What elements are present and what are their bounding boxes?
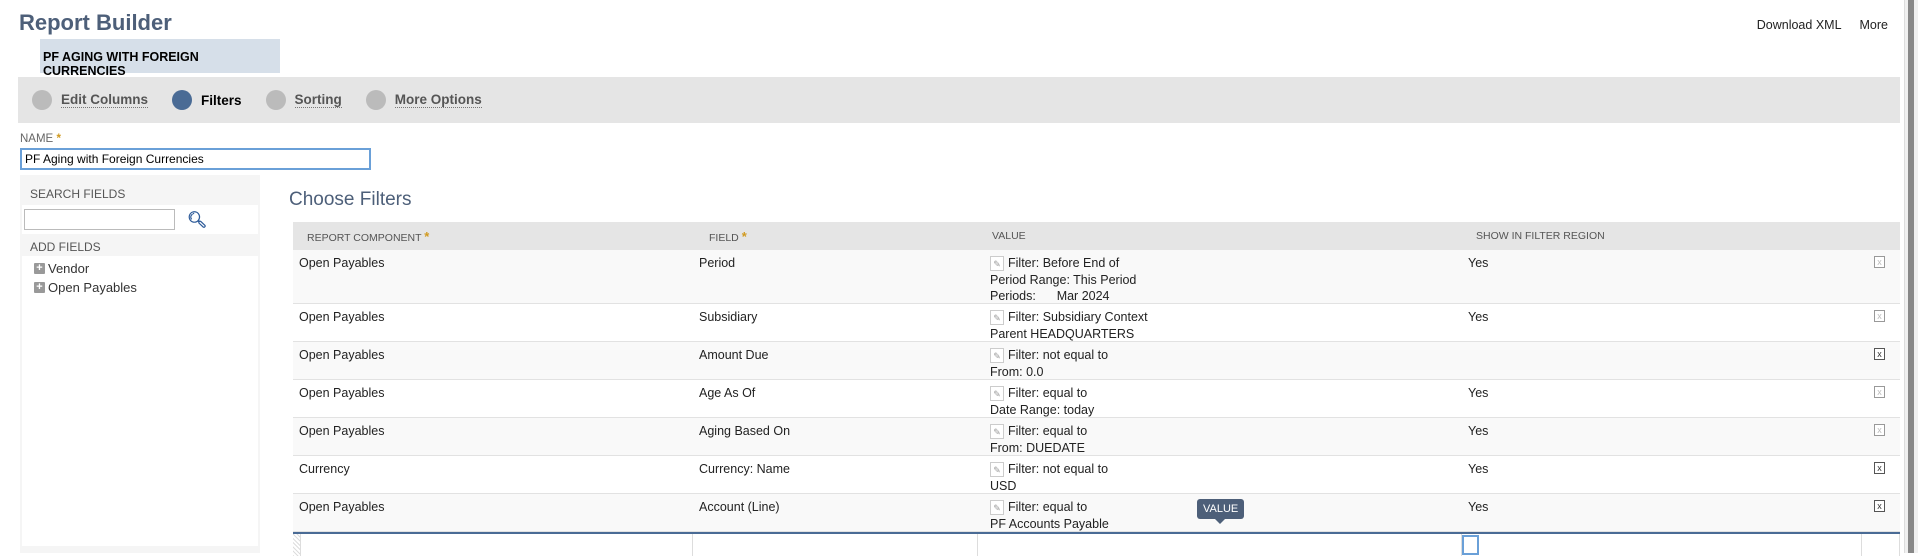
- wizard-steps: Edit Columns Filters Sorting More Options: [18, 77, 1900, 123]
- expand-plus-icon[interactable]: +: [34, 263, 45, 274]
- remove-filter-checkbox[interactable]: x: [1874, 424, 1885, 436]
- add-fields-label: ADD FIELDS: [30, 240, 101, 254]
- table-row: Open Payables Account (Line) ✎ Filter: eq…: [293, 494, 1900, 532]
- edit-filter-icon[interactable]: ✎: [990, 462, 1004, 477]
- download-xml-link[interactable]: Download XML: [1756, 18, 1842, 32]
- step-indicator-icon: [265, 90, 286, 110]
- new-filter-row[interactable]: [293, 532, 1900, 556]
- step-indicator-icon: [365, 90, 386, 110]
- table-header: REPORT COMPONENT * FIELD * VALUE SHOW IN…: [293, 222, 1900, 250]
- search-icon[interactable]: 🔍︎: [187, 211, 208, 229]
- report-name-banner: PF AGING WITH FOREIGN CURRENCIES: [40, 39, 280, 78]
- field-panel: SEARCH FIELDS 🔍︎ ADD FIELDS + Vendor + Open…: [20, 175, 260, 553]
- edit-filter-icon[interactable]: ✎: [990, 386, 1004, 401]
- step-indicator-icon: [172, 90, 192, 110]
- table-row: Open Payables Age As Of ✎ Filter: equal t…: [293, 380, 1900, 418]
- field-group-item[interactable]: + Open Payables: [22, 278, 258, 297]
- edit-filter-icon[interactable]: ✎: [990, 256, 1004, 271]
- edit-filter-icon[interactable]: ✎: [990, 424, 1004, 439]
- step-filters[interactable]: Filters: [172, 90, 242, 110]
- remove-filter-checkbox[interactable]: x: [1874, 310, 1885, 322]
- search-fields-input[interactable]: [24, 209, 175, 230]
- remove-filter-checkbox[interactable]: x: [1874, 256, 1885, 268]
- name-label: NAME *: [20, 133, 61, 145]
- step-indicator-icon: [32, 90, 52, 110]
- table-row: Open Payables Subsidiary ✎ Filter: Subsid…: [293, 304, 1900, 342]
- page-title: Report Builder: [19, 10, 172, 35]
- value-tooltip: VALUE: [1197, 499, 1245, 524]
- table-row: Open Payables Amount Due ✎ Filter: not eq…: [293, 342, 1900, 380]
- step-more-options[interactable]: More Options: [365, 90, 482, 110]
- more-menu[interactable]: More: [1859, 18, 1888, 32]
- section-title: Choose Filters: [289, 189, 412, 210]
- table-row: Open Payables Aging Based On ✎ Filter: eq…: [293, 418, 1900, 456]
- edit-filter-icon[interactable]: ✎: [990, 500, 1004, 515]
- table-row: Currency Currency: Name ✎ Filter: not equ…: [293, 456, 1900, 494]
- filters-table: REPORT COMPONENT * FIELD * VALUE SHOW IN…: [293, 222, 1900, 556]
- remove-filter-checkbox[interactable]: x: [1874, 386, 1885, 398]
- step-edit-columns[interactable]: Edit Columns: [32, 90, 148, 110]
- step-sorting[interactable]: Sorting: [265, 90, 342, 110]
- search-fields-label: SEARCH FIELDS: [30, 187, 126, 201]
- expand-plus-icon[interactable]: +: [34, 282, 45, 293]
- edit-filter-icon[interactable]: ✎: [990, 310, 1004, 325]
- remove-filter-checkbox[interactable]: x: [1874, 462, 1885, 474]
- field-group-item[interactable]: + Vendor: [22, 259, 258, 278]
- show-in-filter-checkbox[interactable]: [1462, 535, 1479, 555]
- edit-filter-icon[interactable]: ✎: [990, 348, 1004, 363]
- remove-filter-checkbox[interactable]: x: [1874, 348, 1885, 360]
- name-input[interactable]: [20, 148, 371, 170]
- scrollbar[interactable]: [1904, 0, 1918, 553]
- remove-filter-checkbox[interactable]: x: [1874, 500, 1885, 512]
- table-row: Open Payables Period ✎ Filter: Before End…: [293, 250, 1900, 304]
